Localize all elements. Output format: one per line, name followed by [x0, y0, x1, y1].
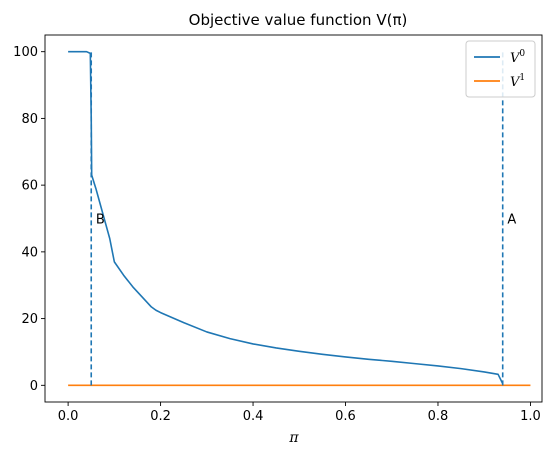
- x-tick-label: 0.4: [243, 409, 264, 424]
- axes-frame: [44, 34, 543, 403]
- x-tick-label: 0.2: [150, 409, 171, 424]
- series-line-0: [68, 50, 504, 385]
- y-tick-label: 40: [21, 245, 38, 260]
- x-axis-label: π: [288, 430, 299, 446]
- annotation-a: A: [507, 213, 516, 228]
- y-tick-label: 60: [21, 179, 38, 194]
- legend-label-1: V1: [510, 73, 525, 90]
- x-tick-label: 1.0: [520, 409, 541, 424]
- y-tick-label: 80: [21, 112, 38, 127]
- chart-title: Objective value function V(π): [189, 11, 408, 29]
- y-tick-label: 100: [13, 45, 38, 60]
- x-tick-label: 0.6: [335, 409, 356, 424]
- chart-title-text: Objective value function V(π): [189, 11, 408, 29]
- x-tick-label: 0.8: [428, 409, 449, 424]
- annotation-b: B: [96, 213, 105, 228]
- y-tick-label: 0: [30, 379, 38, 394]
- legend-label-0: V0: [510, 49, 525, 66]
- x-tick-label: 0.0: [58, 409, 79, 424]
- y-tick-label: 20: [21, 312, 38, 327]
- legend-box: [465, 40, 536, 98]
